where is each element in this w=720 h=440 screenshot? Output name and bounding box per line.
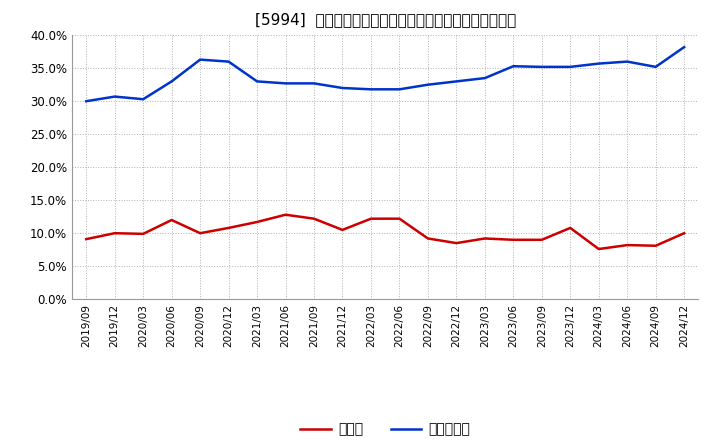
現預金 (423, 236, 432, 241)
有利子負債 (566, 64, 575, 70)
有利子負債 (282, 81, 290, 86)
現預金 (253, 220, 261, 224)
現預金 (452, 240, 461, 246)
有利子負債 (196, 57, 204, 62)
現預金 (282, 212, 290, 217)
有利子負債 (652, 64, 660, 70)
有利子負債 (537, 64, 546, 70)
有利子負債 (423, 82, 432, 87)
現預金 (566, 225, 575, 231)
現預金 (139, 231, 148, 237)
有利子負債 (452, 79, 461, 84)
Title: [5994]  現預金、有利子負債の総資産に対する比率の推移: [5994] 現預金、有利子負債の総資産に対する比率の推移 (255, 12, 516, 27)
有利子負債 (253, 79, 261, 84)
有利子負債 (310, 81, 318, 86)
現預金 (196, 231, 204, 236)
現預金 (110, 231, 119, 236)
現預金 (395, 216, 404, 221)
Line: 現預金: 現預金 (86, 215, 684, 249)
現預金 (480, 236, 489, 241)
Legend: 現預金, 有利子負債: 現預金, 有利子負債 (294, 417, 476, 440)
現預金 (338, 227, 347, 232)
有利子負債 (225, 59, 233, 64)
有利子負債 (623, 59, 631, 64)
有利子負債 (338, 85, 347, 91)
有利子負債 (395, 87, 404, 92)
有利子負債 (139, 96, 148, 102)
現預金 (623, 242, 631, 248)
現預金 (680, 231, 688, 236)
現預金 (225, 225, 233, 231)
現預金 (366, 216, 375, 221)
有利子負債 (110, 94, 119, 99)
有利子負債 (680, 44, 688, 50)
現預金 (82, 237, 91, 242)
有利子負債 (167, 79, 176, 84)
有利子負債 (82, 99, 91, 104)
Line: 有利子負債: 有利子負債 (86, 47, 684, 101)
現預金 (310, 216, 318, 221)
現預金 (595, 246, 603, 252)
現預金 (167, 217, 176, 223)
有利子負債 (480, 75, 489, 81)
現預金 (509, 237, 518, 242)
有利子負債 (509, 63, 518, 69)
現預金 (537, 237, 546, 242)
有利子負債 (595, 61, 603, 66)
有利子負債 (366, 87, 375, 92)
現預金 (652, 243, 660, 248)
